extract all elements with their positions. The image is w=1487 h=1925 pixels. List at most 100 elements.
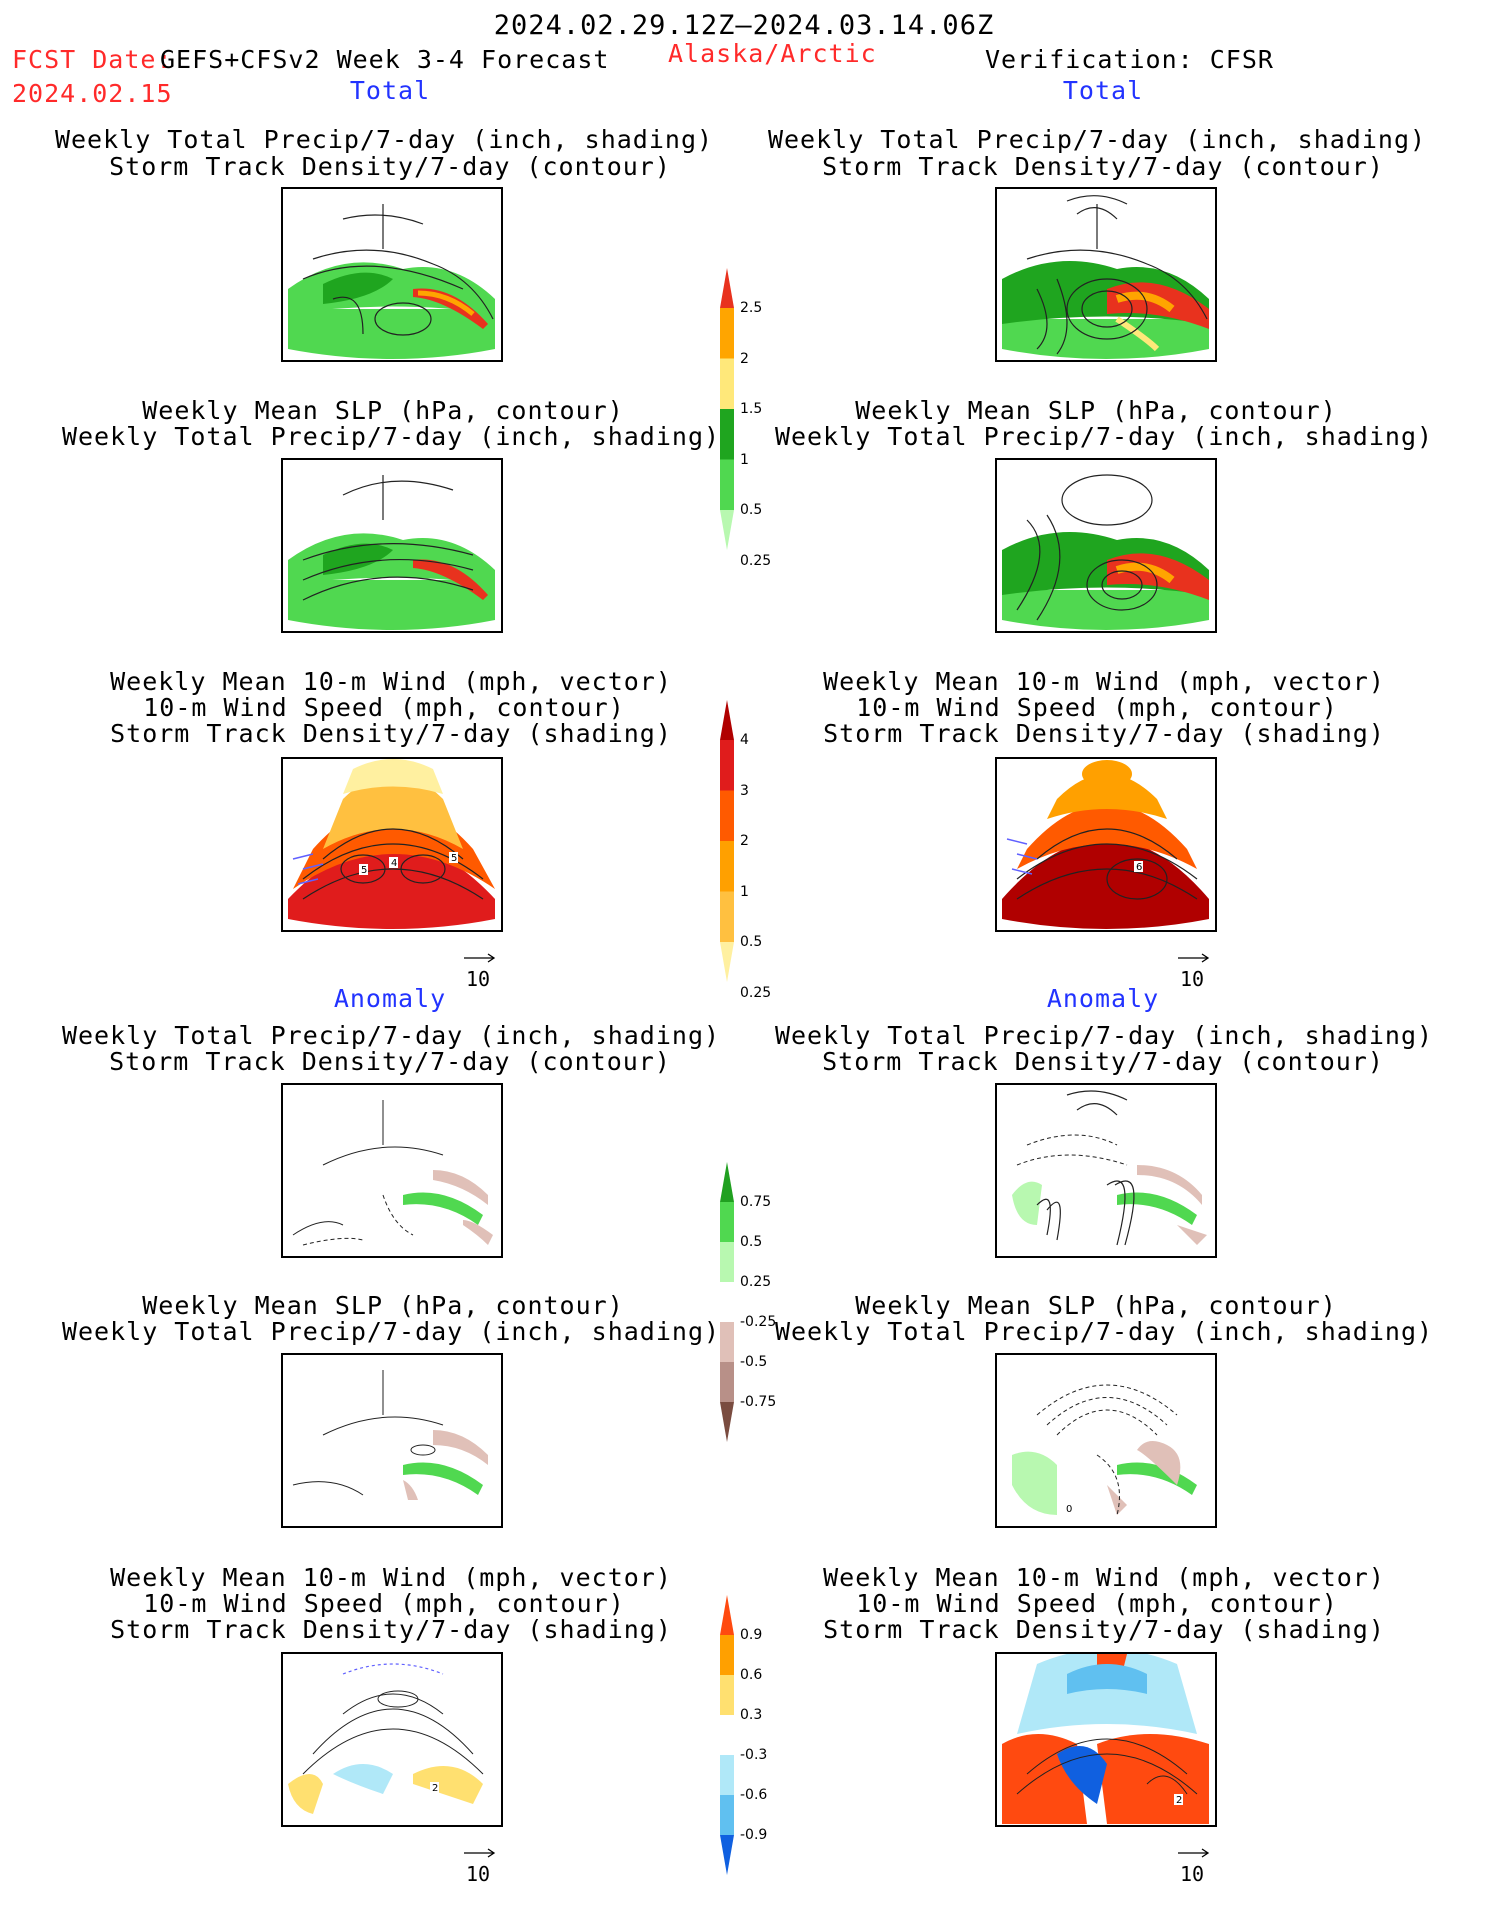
colorbar-label: 0.9 [740,1627,763,1643]
map-anom-precip-verif [995,1083,1217,1258]
map-anom-slp-forecast [281,1353,503,1528]
colorbar-swatch [720,942,734,982]
title-r3-c: Storm Track Density/7-day (shading) [823,719,1385,748]
colorbar-swatch [720,1282,734,1322]
section-anomaly-left: Anomaly [333,984,447,1013]
colorbar-label: -0.75 [740,1394,777,1410]
colorbar-swatch [720,510,734,550]
vector-ref-r1: 10 [1176,945,1212,991]
colorbar-precip-anom: 0.75 0.5 0.25 -0.25 -0.5 -0.75 [718,1162,778,1442]
title-r3-a: Weekly Mean 10-m Wind (mph, vector) [823,667,1385,696]
colorbar-label: 1 [740,883,749,900]
colorbar-label: 0.5 [740,934,763,950]
colorbar-graphic [720,1162,734,1442]
vector-ref-label: 10 [1180,967,1205,991]
map-total-precip-forecast [281,187,503,362]
map-total-wind-forecast: 5 4 5 [281,757,503,932]
map-total-precip-verif [995,187,1217,362]
title-l3-b: 10-m Wind Speed (mph, contour) [143,693,625,722]
title-l4-b: Storm Track Density/7-day (contour) [109,1047,671,1076]
map-anom-precip-forecast [281,1083,503,1258]
vector-ref-label: 10 [1180,1862,1205,1886]
colorbar-storm-anom: 0.9 0.6 0.3 -0.3 -0.6 -0.9 [718,1595,778,1875]
colorbar-swatch [720,1162,734,1202]
vector-ref-r2: 10 [1176,1840,1212,1886]
title-l3-c: Storm Track Density/7-day (shading) [110,719,672,748]
colorbar-swatch [720,1835,734,1875]
colorbar-label: 0.5 [740,502,763,518]
title-r2-b: Weekly Total Precip/7-day (inch, shading… [774,422,1434,451]
colorbar-swatch [720,1322,734,1362]
colorbar-label: 2.5 [740,300,763,316]
title-r6-b: 10-m Wind Speed (mph, contour) [856,1589,1338,1618]
colorbar-label: 4 [740,732,749,748]
colorbar-label: 0.25 [740,1274,772,1290]
section-total-left: Total [349,76,431,105]
model-title: GEFS+CFSv2 Week 3-4 Forecast [160,45,610,74]
title-l2-a: Weekly Mean SLP (hPa, contour) [142,396,624,425]
title-r6-a: Weekly Mean 10-m Wind (mph, vector) [823,1563,1385,1592]
colorbar-swatch [720,1242,734,1282]
verification-title: Verification: CFSR [985,45,1274,74]
colorbar-label: 1 [740,451,749,468]
title-l5-a: Weekly Mean SLP (hPa, contour) [142,1291,624,1320]
colorbar-swatch [720,1635,734,1675]
title-r4-a: Weekly Total Precip/7-day (inch, shading… [774,1021,1434,1050]
title-l6-b: 10-m Wind Speed (mph, contour) [143,1589,625,1618]
colorbar-graphic [720,1595,734,1875]
colorbar-swatch [720,1595,734,1635]
colorbar-swatch [720,459,734,510]
region-title: Alaska/Arctic [668,39,877,68]
colorbar-label: 0.75 [740,1194,772,1210]
title-r1-b: Storm Track Density/7-day (contour) [822,152,1384,181]
colorbar-swatch [720,700,734,740]
colorbar-label: -0.3 [740,1747,768,1763]
section-total-right: Total [1062,76,1144,105]
map-total-wind-verif: 6 [995,757,1217,932]
wind-label: 4 [391,858,397,869]
colorbar-swatch [720,1202,734,1242]
map-total-slp-verif [995,458,1217,633]
colorbar-graphic [720,268,734,550]
colorbar-label: 0.25 [740,552,772,569]
title-l6-c: Storm Track Density/7-day (shading) [110,1615,672,1644]
colorbar-swatch [720,308,734,359]
colorbar-label: -0.25 [740,1314,777,1330]
wind-label: 2 [432,1783,438,1794]
colorbar-label: 3 [740,782,749,799]
vector-ref-label: 10 [466,967,491,991]
title-l4-a: Weekly Total Precip/7-day (inch, shading… [61,1021,721,1050]
colorbar-label: 0.6 [740,1667,763,1683]
title-r2-a: Weekly Mean SLP (hPa, contour) [855,396,1337,425]
title-r6-c: Storm Track Density/7-day (shading) [823,1615,1385,1644]
colorbar-precip-total: 2.5 2 1.5 1 0.5 0.25 [718,268,778,569]
wind-label: 2 [1176,1795,1182,1806]
title-r5-b: Weekly Total Precip/7-day (inch, shading… [774,1317,1434,1346]
title-l1-b: Storm Track Density/7-day (contour) [109,152,671,181]
vector-ref-l2: 10 [462,1840,498,1886]
colorbar-label: -0.5 [740,1354,768,1370]
colorbar-label: 0.3 [740,1707,763,1723]
vector-ref-l1: 10 [462,945,498,991]
colorbar-swatch [720,1755,734,1795]
title-r5-a: Weekly Mean SLP (hPa, contour) [855,1291,1337,1320]
title-r1-a: Weekly Total Precip/7-day (inch, shading… [767,125,1427,154]
colorbar-label: 2 [740,833,749,849]
map-anom-wind-verif: 2 [995,1652,1217,1827]
date-range-title: 2024.02.29.12Z–2024.03.14.06Z [493,10,995,41]
colorbar-label: -0.9 [740,1827,768,1843]
fcst-date-value: 2024.02.15 [12,79,173,108]
wind-label: 5 [361,865,367,876]
section-anomaly-right: Anomaly [1046,984,1160,1013]
colorbar-swatch [720,740,734,791]
colorbar-label: -0.6 [740,1787,768,1803]
colorbar-swatch [720,790,734,841]
title-l6-a: Weekly Mean 10-m Wind (mph, vector) [110,1563,672,1592]
colorbar-swatch [720,1402,734,1442]
colorbar-swatch [720,891,734,942]
slp-label: 0 [1066,1504,1072,1515]
colorbar-swatch [720,268,734,308]
wind-label: 6 [1136,862,1142,873]
colorbar-label: 0.25 [740,984,772,1001]
title-r3-b: 10-m Wind Speed (mph, contour) [856,693,1338,722]
